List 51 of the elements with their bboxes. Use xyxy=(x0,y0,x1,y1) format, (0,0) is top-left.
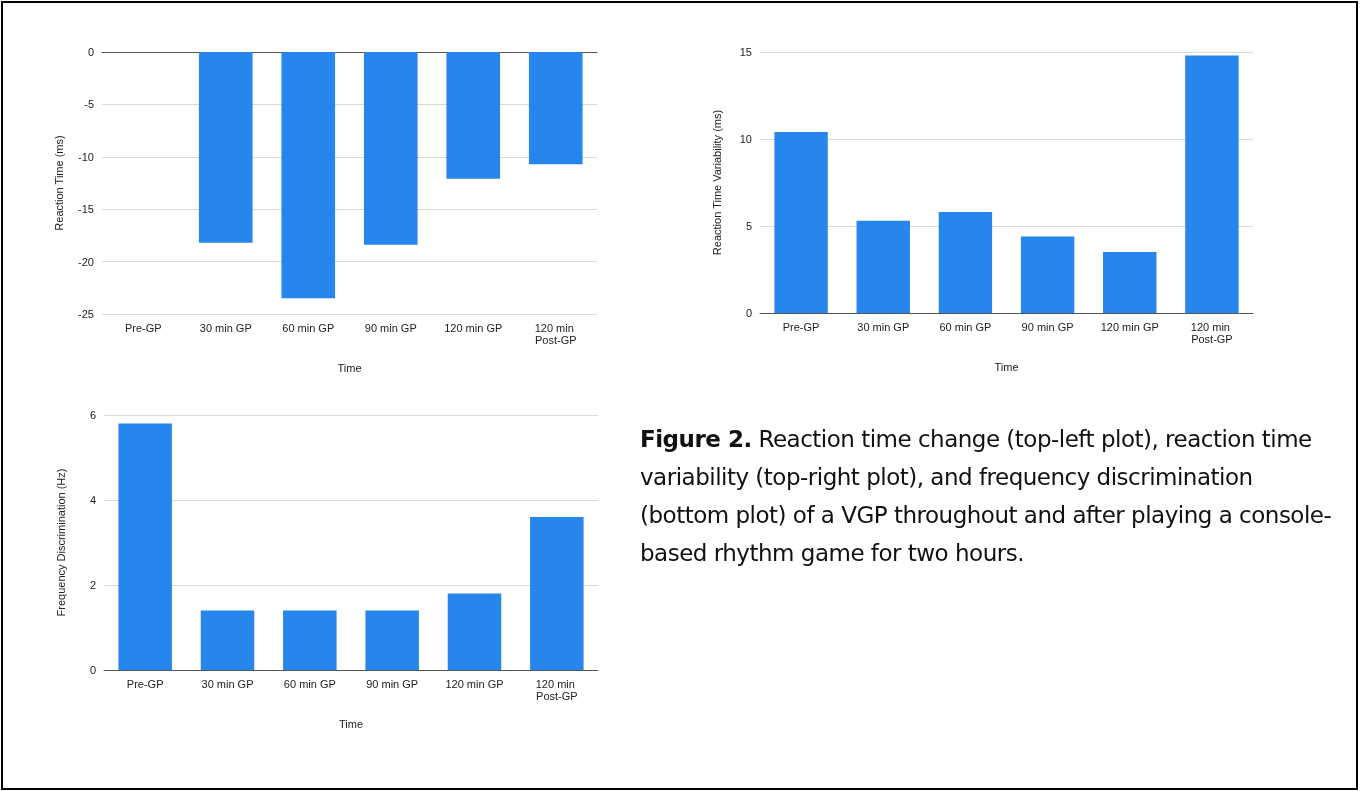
x-tick-label: Pre-GP xyxy=(124,322,162,334)
y-tick-label: -25 xyxy=(78,308,94,320)
y-axis-title: Reaction Time (ms) xyxy=(52,135,65,231)
x-tick-label: 90 min GP xyxy=(366,678,419,690)
x-tick-label: 60 min GP xyxy=(282,322,335,334)
y-tick-label: 2 xyxy=(89,579,96,591)
x-tick-label: 120 min Post-GP xyxy=(534,322,577,346)
y-axis-title: Reaction Time Variability (ms) xyxy=(710,109,723,256)
bar xyxy=(1103,252,1157,313)
bar xyxy=(200,610,255,670)
y-tick-label: -5 xyxy=(84,98,94,111)
bar xyxy=(447,593,502,670)
bar xyxy=(365,610,419,670)
x-tick-label: 120 min GP xyxy=(444,322,503,334)
y-axis-title: Frequency Discrimination (Hz) xyxy=(54,468,67,617)
y-tick-label: 5 xyxy=(745,220,752,232)
text: Figure 2. xyxy=(640,426,752,452)
y-tick-label: 0 xyxy=(87,46,94,58)
x-tick-label: 120 min GP xyxy=(1100,321,1159,333)
x-axis-title: Time xyxy=(337,361,362,374)
x-tick-label: 120 min GP xyxy=(445,678,504,690)
bar xyxy=(1020,236,1075,313)
bar xyxy=(774,132,828,313)
bar xyxy=(938,212,993,313)
x-tick-label: Pre-GP xyxy=(126,678,164,690)
bar xyxy=(118,423,172,670)
y-tick-label: 4 xyxy=(89,494,96,506)
y-tick-label: 15 xyxy=(739,46,752,58)
y-tick-label: 6 xyxy=(89,409,96,421)
x-tick-label: 60 min GP xyxy=(939,321,992,333)
y-tick-label: -10 xyxy=(78,150,94,163)
x-tick-label: 90 min GP xyxy=(1021,321,1074,333)
y-tick-label: 10 xyxy=(739,133,752,145)
bar xyxy=(856,220,910,313)
bar xyxy=(1185,55,1239,313)
x-tick-label: 120 min Post-GP xyxy=(535,678,578,702)
x-tick-label: 90 min GP xyxy=(364,322,417,334)
x-tick-label: 30 min GP xyxy=(199,322,252,334)
x-tick-label: 30 min GP xyxy=(857,321,910,333)
y-tick-label: -15 xyxy=(78,203,94,216)
y-tick-label: -20 xyxy=(78,255,94,268)
bar xyxy=(283,610,337,670)
x-axis-title: Time xyxy=(994,360,1019,373)
x-tick-label: 30 min GP xyxy=(201,678,254,690)
x-tick-label: 60 min GP xyxy=(283,678,336,690)
x-tick-label: 120 min Post-GP xyxy=(1190,321,1234,345)
bar xyxy=(530,517,584,670)
x-tick-label: Pre-GP xyxy=(782,321,820,333)
y-tick-label: 0 xyxy=(745,307,752,319)
x-axis-title: Time xyxy=(338,717,364,730)
y-tick-label: 0 xyxy=(89,664,96,676)
